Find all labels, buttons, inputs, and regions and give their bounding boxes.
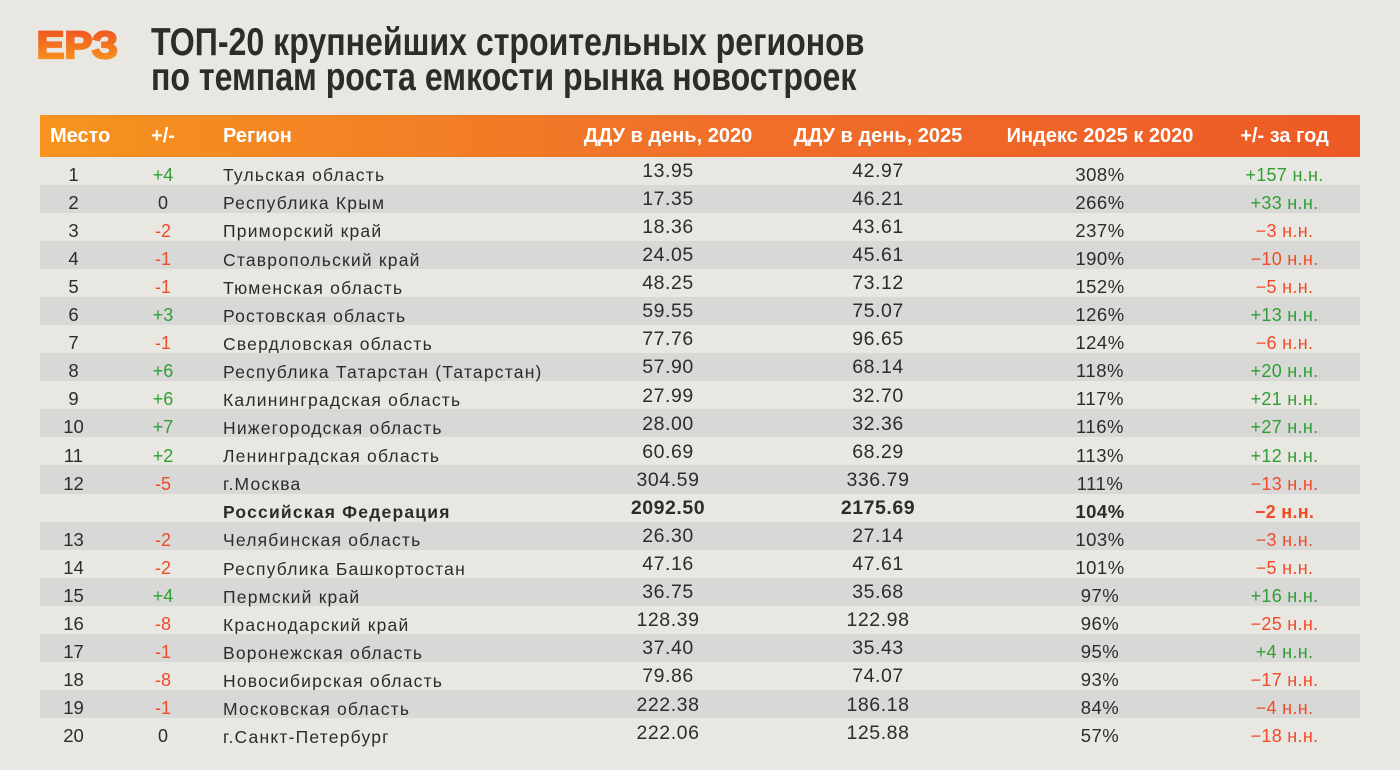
svg-text:ЕРЗ: ЕРЗ [37,25,118,66]
